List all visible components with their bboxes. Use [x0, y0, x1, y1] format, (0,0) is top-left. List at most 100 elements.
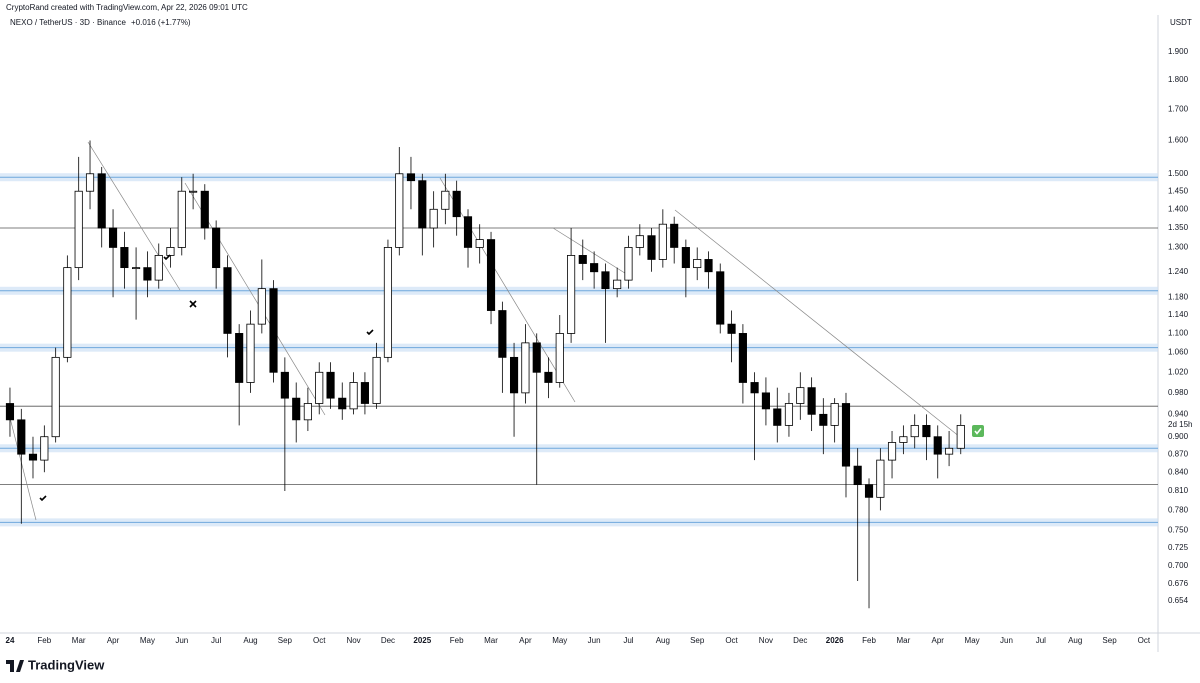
- candle-body: [601, 271, 610, 290]
- candle-body: [864, 484, 874, 498]
- change-label: +0.016 (+1.77%): [131, 18, 191, 27]
- y-tick-label: 1.450: [1168, 186, 1189, 195]
- candle-body: [498, 310, 507, 358]
- levels: [0, 173, 1158, 527]
- x-tick-label: May: [552, 636, 567, 645]
- candle-body: [945, 447, 954, 455]
- y-tick-label: 0.900: [1168, 432, 1189, 441]
- y-tick-label: 0.750: [1168, 526, 1189, 535]
- candle-body: [17, 419, 26, 455]
- brand-name: TradingView: [28, 657, 105, 672]
- candle-body: [143, 267, 152, 281]
- x-tick-label: Apr: [519, 636, 532, 645]
- candle-body: [132, 267, 141, 270]
- y-tick-label: 1.400: [1168, 204, 1189, 213]
- candle-body: [452, 190, 461, 218]
- candle-body: [303, 403, 312, 421]
- candle-body: [463, 216, 473, 248]
- candle-body: [784, 403, 794, 426]
- candle-body: [441, 190, 450, 210]
- price-axis: 1.900 1.800 1.700 1.600 1.500 1.450 1.400 1.350…: [1168, 47, 1189, 605]
- countdown: 2d 15h: [1168, 420, 1192, 429]
- candle-body: [819, 413, 828, 426]
- y-tick-label: 0.700: [1168, 561, 1189, 570]
- trendline: [87, 141, 181, 291]
- candle-body: [876, 459, 885, 498]
- candle-body: [853, 465, 862, 486]
- x-tick-label: Dec: [381, 636, 395, 645]
- x-tick-label: Aug: [1068, 636, 1082, 645]
- candle-body: [74, 190, 83, 269]
- candle-body: [177, 190, 186, 248]
- candle-body: [63, 267, 72, 358]
- x-tick-label: May: [140, 636, 155, 645]
- x-tick-label: Feb: [862, 636, 876, 645]
- x-tick-label: Jun: [588, 636, 601, 645]
- candle-body: [544, 371, 553, 383]
- candle-body: [521, 342, 530, 394]
- check-box-mark: [974, 428, 982, 435]
- x-tick-label: Sep: [1102, 636, 1117, 645]
- candle-body: [693, 259, 702, 269]
- candle-body: [486, 239, 496, 311]
- x-tick-label: Mar: [72, 636, 86, 645]
- x-tick-label: Jul: [623, 636, 633, 645]
- candle-body: [658, 223, 667, 260]
- y-tick-label: 1.800: [1168, 75, 1189, 84]
- candle-body: [738, 333, 747, 383]
- candle-body: [406, 173, 416, 182]
- x-tick-label: May: [965, 636, 980, 645]
- candle-body: [899, 436, 908, 443]
- x-tick-label: Aug: [656, 636, 670, 645]
- y-tick-label: 1.020: [1168, 367, 1189, 376]
- trendline: [439, 177, 576, 403]
- candle-body: [807, 387, 816, 415]
- candle-body: [750, 382, 759, 394]
- check-mark: [366, 329, 374, 336]
- check-mark: [163, 254, 171, 261]
- candle-body: [383, 247, 393, 358]
- y-tick-label: 0.980: [1168, 388, 1189, 397]
- x-tick-label: Oct: [1138, 636, 1151, 645]
- x-tick-label: Jul: [211, 636, 221, 645]
- x-tick-label: Apr: [107, 636, 120, 645]
- candle-body: [796, 387, 805, 404]
- trendline: [552, 227, 629, 276]
- candle-body: [670, 223, 679, 248]
- candle-body: [269, 288, 278, 373]
- candle-body: [212, 227, 221, 269]
- candle-body: [120, 247, 129, 269]
- candles: [5, 140, 965, 609]
- annotations: [39, 254, 374, 502]
- x-tick-label: Mar: [896, 636, 910, 645]
- candle-body: [257, 288, 266, 325]
- currency-label: USDT: [1170, 18, 1192, 27]
- x-tick-label: Oct: [725, 636, 738, 645]
- candle-body: [681, 247, 690, 269]
- y-tick-label: 0.780: [1168, 505, 1189, 514]
- time-axis: 24 Feb Mar Apr May Jun Jul Aug Sep Oct Nov Dec 2025 F…: [6, 636, 1151, 645]
- candle-body: [613, 279, 622, 290]
- x-tick-label: Nov: [346, 636, 360, 645]
- y-tick-label: 0.676: [1168, 579, 1189, 588]
- candle-body: [51, 356, 60, 438]
- y-tick-label: 0.870: [1168, 449, 1189, 458]
- x-tick-label: Apr: [932, 636, 945, 645]
- candle-body: [326, 371, 335, 399]
- candle-body: [189, 190, 198, 193]
- candle-body: [235, 333, 244, 383]
- candle-body: [555, 333, 564, 383]
- logo-icon: [6, 660, 24, 672]
- x-tick-label: 2026: [826, 636, 844, 645]
- candle-body: [647, 235, 656, 260]
- candle-body: [509, 356, 519, 394]
- candle-body: [349, 382, 358, 410]
- candle-body: [922, 424, 931, 438]
- x-tick-label: Nov: [759, 636, 773, 645]
- x-tick-label: Mar: [484, 636, 498, 645]
- x-tick-label: Feb: [450, 636, 464, 645]
- candle-body: [727, 323, 736, 334]
- x-tick-label: Sep: [278, 636, 293, 645]
